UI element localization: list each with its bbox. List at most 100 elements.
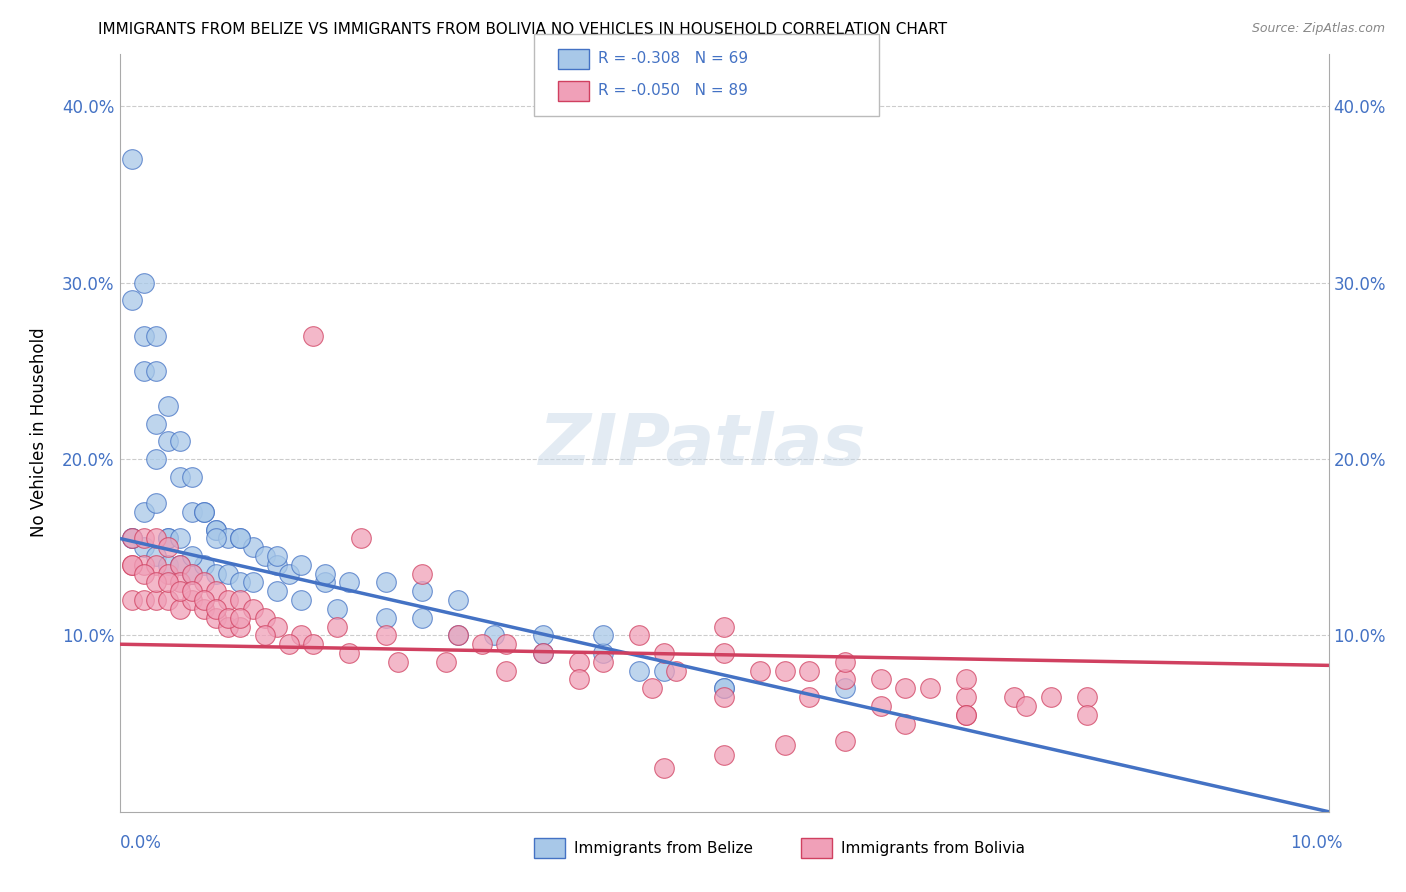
Point bbox=[132, 540, 155, 554]
Point bbox=[205, 611, 228, 625]
Point bbox=[326, 619, 349, 633]
Point bbox=[242, 602, 264, 616]
Point bbox=[121, 532, 143, 546]
Point bbox=[169, 532, 191, 546]
Point bbox=[713, 690, 735, 705]
Point bbox=[181, 549, 204, 563]
Point bbox=[205, 523, 228, 537]
Point bbox=[229, 575, 252, 590]
Point bbox=[834, 734, 856, 748]
Point bbox=[156, 532, 179, 546]
Point bbox=[834, 681, 856, 696]
Point bbox=[229, 619, 252, 633]
Text: R = -0.308   N = 69: R = -0.308 N = 69 bbox=[598, 52, 748, 66]
Point bbox=[132, 532, 155, 546]
Point bbox=[253, 628, 276, 642]
Point bbox=[337, 575, 360, 590]
Point bbox=[121, 293, 143, 308]
Point bbox=[955, 707, 977, 722]
Point bbox=[713, 646, 735, 660]
Point bbox=[326, 602, 349, 616]
Point bbox=[145, 364, 167, 378]
Point bbox=[132, 593, 155, 607]
Point bbox=[797, 690, 820, 705]
Point bbox=[145, 549, 167, 563]
Point bbox=[894, 716, 917, 731]
Point bbox=[652, 664, 675, 678]
Point bbox=[229, 532, 252, 546]
Point bbox=[181, 469, 204, 483]
Point bbox=[242, 540, 264, 554]
Text: Immigrants from Belize: Immigrants from Belize bbox=[574, 841, 752, 855]
Point bbox=[205, 584, 228, 599]
Point bbox=[229, 593, 252, 607]
Point bbox=[592, 628, 614, 642]
Point bbox=[628, 664, 651, 678]
Point bbox=[955, 690, 977, 705]
Point bbox=[773, 738, 796, 752]
Text: ZIPatlas: ZIPatlas bbox=[540, 411, 866, 481]
Point bbox=[156, 540, 179, 554]
Point bbox=[169, 602, 191, 616]
Text: 0.0%: 0.0% bbox=[120, 834, 162, 852]
Point bbox=[266, 549, 288, 563]
Point bbox=[193, 575, 215, 590]
Point bbox=[253, 549, 276, 563]
Point bbox=[156, 434, 179, 449]
Point bbox=[713, 619, 735, 633]
Point bbox=[181, 566, 204, 581]
Point bbox=[290, 628, 312, 642]
Point bbox=[217, 532, 239, 546]
Point bbox=[205, 523, 228, 537]
Point bbox=[121, 532, 143, 546]
Point bbox=[181, 505, 204, 519]
Point bbox=[773, 664, 796, 678]
Point bbox=[121, 153, 143, 167]
Point bbox=[640, 681, 662, 696]
Point bbox=[713, 748, 735, 763]
Point bbox=[1076, 707, 1098, 722]
Point bbox=[568, 655, 591, 669]
Point bbox=[145, 532, 167, 546]
Point bbox=[169, 558, 191, 572]
Point bbox=[411, 584, 433, 599]
Point bbox=[145, 558, 167, 572]
Point bbox=[145, 593, 167, 607]
Point bbox=[229, 611, 252, 625]
Point bbox=[1015, 698, 1038, 713]
Text: Source: ZipAtlas.com: Source: ZipAtlas.com bbox=[1251, 22, 1385, 36]
Point bbox=[495, 637, 517, 651]
Point bbox=[531, 646, 554, 660]
Point bbox=[217, 619, 239, 633]
Point bbox=[834, 655, 856, 669]
Point bbox=[132, 566, 155, 581]
Point bbox=[277, 566, 299, 581]
Point bbox=[797, 664, 820, 678]
Point bbox=[374, 575, 396, 590]
Point bbox=[156, 566, 179, 581]
Text: IMMIGRANTS FROM BELIZE VS IMMIGRANTS FROM BOLIVIA NO VEHICLES IN HOUSEHOLD CORRE: IMMIGRANTS FROM BELIZE VS IMMIGRANTS FRO… bbox=[98, 22, 948, 37]
Point bbox=[918, 681, 941, 696]
Point bbox=[531, 628, 554, 642]
Point bbox=[229, 532, 252, 546]
Point bbox=[169, 558, 191, 572]
Text: 10.0%: 10.0% bbox=[1291, 834, 1343, 852]
Point bbox=[193, 593, 215, 607]
Point bbox=[471, 637, 494, 651]
Point bbox=[955, 673, 977, 687]
Point bbox=[665, 664, 688, 678]
Point bbox=[495, 664, 517, 678]
Text: Immigrants from Bolivia: Immigrants from Bolivia bbox=[841, 841, 1025, 855]
Point bbox=[193, 558, 215, 572]
Point bbox=[870, 673, 893, 687]
Point bbox=[568, 673, 591, 687]
Point bbox=[447, 628, 470, 642]
Point bbox=[193, 505, 215, 519]
Point bbox=[434, 655, 457, 669]
Point bbox=[217, 611, 239, 625]
Point bbox=[302, 328, 325, 343]
Point bbox=[169, 575, 191, 590]
Point bbox=[411, 611, 433, 625]
Point bbox=[145, 328, 167, 343]
Point bbox=[205, 602, 228, 616]
